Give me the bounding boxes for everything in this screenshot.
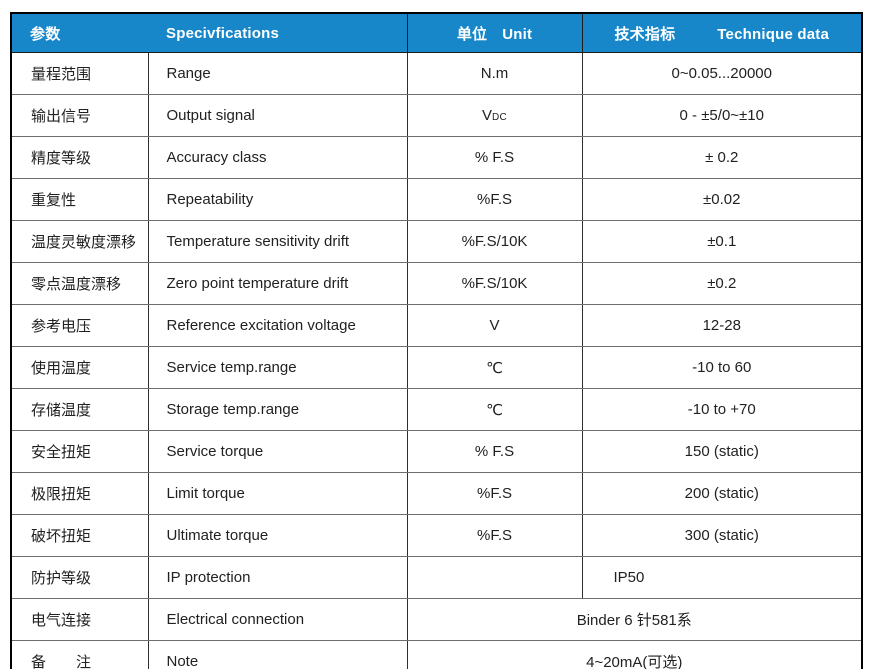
- cell-value: 300 (static): [581, 514, 863, 557]
- cell-value: 200 (static): [581, 472, 863, 515]
- cell-param-cn: 破坏扭矩: [10, 514, 149, 557]
- cell-spec-en: Range: [147, 52, 408, 95]
- cell-value: 0 - ±5/0~±10: [581, 94, 863, 137]
- cell-spec-en: Service temp.range: [147, 346, 408, 389]
- cell-unit: % F.S: [406, 430, 583, 473]
- cell-spec-en: Storage temp.range: [147, 388, 408, 431]
- cell-param-cn: 输出信号: [10, 94, 149, 137]
- header-tech-cn: 技术指标: [614, 25, 676, 43]
- cell-spec-en: Electrical connection: [147, 598, 408, 641]
- cell-param-cn: 零点温度漂移: [10, 262, 149, 305]
- cell-spec-en: Limit torque: [147, 472, 408, 515]
- cell-spec-en: Temperature sensitivity drift: [147, 220, 408, 263]
- cell-unit: % F.S: [406, 136, 583, 179]
- cell-value: ±0.02: [581, 178, 863, 221]
- header-param: 参数: [11, 13, 148, 53]
- table-row-storage-temp: 存储温度 Storage temp.range ℃ -10 to +70: [10, 388, 863, 431]
- header-unit: 单位 Unit: [406, 13, 582, 53]
- cell-unit: V: [406, 304, 583, 347]
- header-param-cn: 参数: [30, 25, 61, 43]
- cell-param-cn: 量程范围: [10, 52, 149, 95]
- cell-param-cn: 参考电压: [10, 304, 149, 347]
- cell-value: 0~0.05...20000: [581, 52, 863, 95]
- cell-unit: ℃: [406, 388, 583, 431]
- cell-spec-en: Output signal: [147, 94, 408, 137]
- cell-unit: ℃: [406, 346, 583, 389]
- cell-unit-empty: [406, 556, 583, 599]
- cell-spec-en: Repeatability: [147, 178, 408, 221]
- cell-merged-value: Binder 6 针581系: [406, 598, 863, 641]
- cell-value: ± 0.2: [581, 136, 863, 179]
- cell-unit: %F.S: [406, 178, 583, 221]
- cell-spec-en: Zero point temperature drift: [147, 262, 408, 305]
- cell-spec-en: Ultimate torque: [147, 514, 408, 557]
- header-technique-data: 技术指标 Technique data: [581, 13, 862, 53]
- table-row-note: 备 注 Note 4~20mA(可选): [10, 640, 863, 669]
- header-spec-en: Specivfications: [166, 24, 280, 42]
- cell-value: 12-28: [581, 304, 863, 347]
- cell-param-cn: 存储温度: [10, 388, 149, 431]
- cell-spec-en: Service torque: [147, 430, 408, 473]
- cell-unit: %F.S/10K: [406, 220, 583, 263]
- cell-param-cn: 使用温度: [10, 346, 149, 389]
- cell-param-cn: 防护等级: [10, 556, 149, 599]
- cell-value: IP50: [581, 556, 863, 599]
- cell-param-cn: 电气连接: [10, 598, 149, 641]
- cell-merged-value: 4~20mA(可选): [406, 640, 863, 669]
- table-row-accuracy-class: 精度等级 Accuracy class % F.S ± 0.2: [10, 136, 863, 179]
- table-row-service-temp: 使用温度 Service temp.range ℃ -10 to 60: [10, 346, 863, 389]
- cell-spec-en: Reference excitation voltage: [147, 304, 408, 347]
- cell-param-cn: 安全扭矩: [10, 430, 149, 473]
- cell-unit: VDC: [406, 94, 583, 137]
- cell-param-cn: 重复性: [10, 178, 149, 221]
- cell-param-cn: 精度等级: [10, 136, 149, 179]
- table-row-service-torque: 安全扭矩 Service torque % F.S 150 (static): [10, 430, 863, 473]
- table-row-range: 量程范围 Range N.m 0~0.05...20000: [10, 52, 863, 95]
- table-row-limit-torque: 极限扭矩 Limit torque %F.S 200 (static): [10, 472, 863, 515]
- table-row-reference-voltage: 参考电压 Reference excitation voltage V 12-2…: [10, 304, 863, 347]
- cell-value: 150 (static): [581, 430, 863, 473]
- cell-unit: %F.S/10K: [406, 262, 583, 305]
- header-unit-en: Unit: [502, 25, 533, 43]
- cell-value: ±0.2: [581, 262, 863, 305]
- cell-value: ±0.1: [581, 220, 863, 263]
- table-row-ultimate-torque: 破坏扭矩 Ultimate torque %F.S 300 (static): [10, 514, 863, 557]
- cell-spec-en: Note: [147, 640, 408, 669]
- table-row-electrical-connection: 电气连接 Electrical connection Binder 6 针581…: [10, 598, 863, 641]
- spec-table: 参数 Specivfications 单位 Unit 技术指标 Technique …: [10, 12, 863, 669]
- header-tech-en: Technique data: [717, 25, 830, 43]
- cell-param-cn: 温度灵敏度漂移: [10, 220, 149, 263]
- cell-unit: N.m: [406, 52, 583, 95]
- cell-param-cn: 极限扭矩: [10, 472, 149, 515]
- cell-spec-en: Accuracy class: [147, 136, 408, 179]
- header-specifications: Specivfications: [148, 13, 407, 53]
- cell-unit: %F.S: [406, 472, 583, 515]
- cell-param-cn: 备 注: [10, 640, 149, 669]
- header-row: 参数 Specivfications 单位 Unit 技术指标 Technique …: [11, 13, 862, 53]
- table-row-temp-sensitivity-drift: 温度灵敏度漂移 Temperature sensitivity drift %F…: [10, 220, 863, 263]
- table-row-ip-protection: 防护等级 IP protection IP50: [10, 556, 863, 599]
- cell-spec-en: IP protection: [147, 556, 408, 599]
- table-row-output-signal: 输出信号 Output signal VDC 0 - ±5/0~±10: [10, 94, 863, 137]
- table-row-repeatability: 重复性 Repeatability %F.S ±0.02: [10, 178, 863, 221]
- cell-value: -10 to +70: [581, 388, 863, 431]
- unit-volts: V: [481, 107, 492, 124]
- header-unit-cn: 单位: [456, 25, 488, 43]
- cell-value: -10 to 60: [581, 346, 863, 389]
- table-row-zero-point-temp-drift: 零点温度漂移 Zero point temperature drift %F.S…: [10, 262, 863, 305]
- unit-dc-subscript: DC: [491, 112, 508, 123]
- cell-unit: %F.S: [406, 514, 583, 557]
